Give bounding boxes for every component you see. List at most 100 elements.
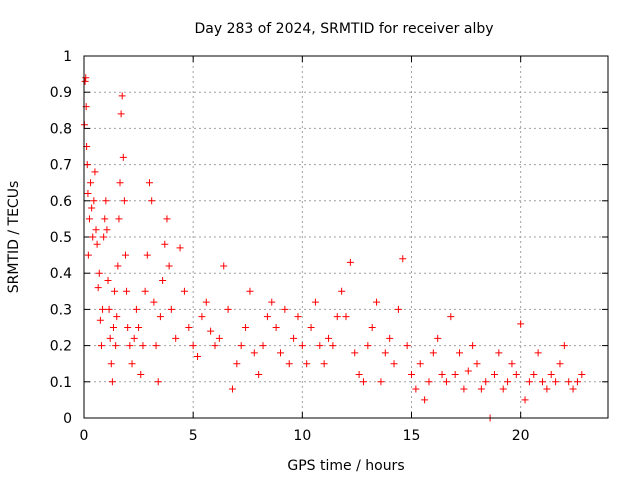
data-point bbox=[165, 262, 173, 270]
data-point bbox=[189, 342, 197, 350]
data-point bbox=[246, 287, 254, 295]
data-point bbox=[91, 168, 99, 176]
data-point bbox=[81, 77, 89, 85]
data-point bbox=[477, 385, 485, 393]
data-point bbox=[167, 305, 175, 313]
data-point bbox=[456, 349, 464, 357]
data-point bbox=[185, 324, 193, 331]
data-point bbox=[135, 324, 143, 331]
data-point bbox=[84, 190, 92, 198]
data-point bbox=[120, 197, 128, 205]
data-point bbox=[180, 287, 188, 295]
data-point bbox=[102, 197, 110, 205]
data-point bbox=[272, 324, 280, 331]
data-point bbox=[100, 233, 108, 241]
data-point bbox=[259, 342, 267, 350]
y-tick-label: 0.6 bbox=[50, 194, 72, 210]
data-point bbox=[85, 215, 93, 223]
data-point bbox=[106, 334, 114, 342]
data-point bbox=[137, 371, 145, 379]
data-point bbox=[277, 349, 284, 357]
data-point bbox=[146, 179, 153, 187]
y-tick-label: 0.7 bbox=[50, 158, 72, 174]
data-point bbox=[176, 244, 184, 252]
x-tick-label: 0 bbox=[80, 428, 89, 444]
data-point bbox=[464, 367, 472, 375]
data-point bbox=[473, 360, 481, 368]
data-point bbox=[416, 360, 424, 368]
y-tick-label: 1 bbox=[63, 49, 72, 65]
data-point bbox=[442, 378, 450, 386]
data-point bbox=[342, 313, 350, 321]
y-tick-label: 0.2 bbox=[50, 339, 72, 355]
data-point bbox=[113, 313, 121, 321]
data-point bbox=[103, 226, 111, 234]
data-point bbox=[530, 371, 538, 379]
data-point bbox=[139, 342, 147, 350]
data-point bbox=[202, 298, 210, 306]
data-point bbox=[104, 276, 112, 284]
data-point bbox=[534, 349, 542, 357]
data-point bbox=[373, 298, 381, 306]
data-point bbox=[399, 255, 407, 263]
data-point bbox=[115, 215, 123, 223]
data-point bbox=[95, 269, 103, 277]
data-point bbox=[460, 385, 468, 393]
data-point bbox=[141, 287, 149, 295]
data-point bbox=[94, 284, 102, 292]
data-point bbox=[107, 360, 115, 368]
data-point bbox=[250, 349, 258, 357]
data-point bbox=[447, 313, 455, 321]
data-point bbox=[101, 215, 109, 223]
data-point bbox=[386, 334, 394, 342]
data-point bbox=[333, 313, 341, 321]
data-point bbox=[412, 385, 420, 393]
data-point bbox=[237, 342, 245, 350]
data-point bbox=[163, 215, 171, 223]
data-point bbox=[338, 287, 346, 295]
data-point bbox=[421, 396, 429, 404]
data-point bbox=[211, 342, 219, 350]
data-point bbox=[359, 378, 367, 386]
data-point bbox=[128, 360, 136, 368]
data-point bbox=[112, 342, 120, 350]
data-points bbox=[80, 74, 586, 422]
data-point bbox=[207, 327, 215, 335]
data-point bbox=[508, 360, 516, 368]
data-point bbox=[111, 287, 119, 295]
data-point bbox=[130, 334, 138, 342]
data-point bbox=[116, 179, 124, 187]
y-tick-label: 0.3 bbox=[50, 302, 72, 318]
data-point bbox=[132, 305, 140, 313]
data-point bbox=[547, 371, 555, 379]
data-point bbox=[381, 349, 389, 357]
data-point bbox=[143, 251, 151, 259]
data-point bbox=[92, 226, 100, 234]
x-tick-label: 5 bbox=[189, 428, 198, 444]
data-point bbox=[105, 305, 113, 313]
data-point bbox=[311, 298, 319, 306]
data-point bbox=[161, 240, 169, 248]
data-point bbox=[377, 378, 385, 386]
data-point bbox=[87, 179, 95, 187]
data-point bbox=[543, 385, 551, 393]
data-point bbox=[108, 378, 116, 386]
data-point bbox=[83, 161, 91, 169]
data-point bbox=[355, 371, 363, 379]
data-point bbox=[525, 378, 533, 386]
data-point bbox=[368, 324, 376, 331]
data-point bbox=[172, 334, 180, 342]
data-point bbox=[573, 378, 581, 386]
data-point bbox=[96, 316, 104, 324]
data-point bbox=[512, 371, 520, 379]
data-point bbox=[565, 378, 573, 386]
x-tick-label: 10 bbox=[293, 428, 311, 444]
data-point bbox=[495, 349, 503, 357]
data-point bbox=[198, 313, 206, 321]
data-point bbox=[109, 324, 117, 331]
data-point bbox=[451, 371, 459, 379]
grid bbox=[84, 56, 608, 418]
data-point bbox=[84, 251, 92, 259]
data-point bbox=[152, 342, 160, 350]
data-point bbox=[156, 313, 164, 321]
